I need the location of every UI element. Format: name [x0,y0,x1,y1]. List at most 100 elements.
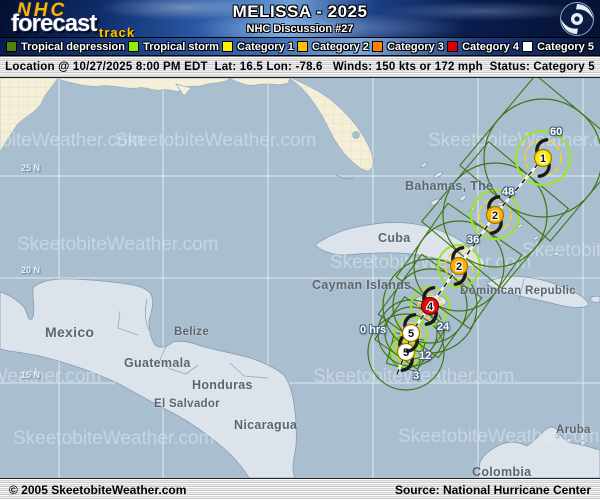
legend-swatch [128,41,140,52]
storm-symbol-category-2 [449,246,469,286]
watermark-text: SkeetobiteWeather.com [330,252,531,273]
forecast-hour-label: 12 [419,350,432,362]
place-label-cayman-islands: Cayman Islands [312,278,412,292]
legend-item: Tropical storm [128,41,219,53]
legend-swatch [6,41,17,52]
place-label-mexico: Mexico [45,324,95,340]
place-label-dominican-republic: Dominican Republic [460,285,576,297]
forecast-hour-label: 0 hrs [360,324,387,336]
place-label-nicaragua: Nicaragua [234,418,298,432]
legend-swatch [372,41,384,52]
lake-okeechobee [352,131,360,139]
svg-text:5: 5 [403,347,409,359]
hurricane-icon [559,1,595,37]
legend-label: Category 1 [237,40,294,53]
forecast-hour-label: 24 [437,321,450,333]
legend-label: Category 3 [387,40,444,53]
land-cuba [315,222,486,267]
land-hispaniola [486,275,590,309]
latitude-label: 25 N [21,163,41,173]
footer-bar: © 2005 SkeetobiteWeather.com Source: Nat… [0,478,600,500]
watermark-text: SkeetobiteWeather.com [0,130,143,151]
storm-symbol-category-4 [420,286,440,326]
watermark-layer: SkeetobiteWeather.comSkeetobiteWeather.c… [0,130,600,449]
land-layer [0,78,600,478]
land-puerto-rico [589,295,600,303]
source-text: Source: National Hurricane Center [394,482,591,497]
land-mexico-central-america [0,278,297,478]
logo-forecast-text: forecast [11,10,97,37]
legend-label: Category 2 [312,40,369,53]
status-bar: Location @ 10/27/2025 8:00 PM EDT Lat: 1… [0,56,600,78]
nhc-forecast-track-logo: NHC forecast track [0,0,160,38]
watermark-text: SkeetobiteWeather.com [522,240,600,261]
svg-text:1: 1 [540,153,546,165]
logo-nhc-text: NHC [17,0,68,21]
place-label-honduras: Honduras [192,378,253,392]
legend-swatch [222,41,234,52]
legend-item: Category 1 [222,41,294,53]
legend-label: Tropical storm [143,40,219,53]
place-label-belize: Belize [174,326,210,338]
storm-symbol-category-5 [396,332,416,372]
legend-item: Category 3 [372,41,444,53]
place-label-colombia: Colombia [472,465,532,478]
land-florida-panhandle [231,78,291,86]
legend-label: Tropical depression [21,40,125,53]
place-label-bahamas-the: Bahamas, The [405,179,494,193]
forecast-hour-label: 3 [413,370,420,382]
storm-symbol-category-5 [401,313,421,353]
land-south-america [477,426,600,478]
legend-label: Category 5 [537,40,594,53]
category-legend: Tropical depression Tropical storm Categor… [0,38,600,56]
forecast-map: SkeetobiteWeather.comSkeetobiteWeather.c… [0,78,600,478]
advisory-subtitle: NHC Discussion #27 [246,23,354,35]
legend-label: Category 4 [462,40,519,53]
land-mississippi-delta [175,83,192,97]
country-borders [117,278,525,379]
legend-item: Category 5 [522,41,594,53]
forecast-hour-label: 36 [467,234,480,246]
svg-text:4: 4 [427,301,434,313]
watermark-text: SkeetobiteWeather.com [17,234,218,255]
place-label-el-salvador: El Salvador [154,398,220,410]
copyright-text: © 2005 SkeetobiteWeather.com [9,482,187,497]
legend-swatch [447,41,459,52]
place-label-cuba: Cuba [378,231,411,245]
watermark-text: SkeetobiteWeather.com [398,426,599,447]
watermark-text: SkeetobiteWeather.com [428,130,600,151]
legend-swatch [522,41,534,52]
place-label-aruba: Aruba [556,424,591,436]
title-block: MELISSA - 2025 NHC Discussion #27 [233,2,368,35]
logo-track-text: track [99,25,136,38]
cayman-islands-dots [349,285,369,291]
svg-text:2: 2 [492,210,498,222]
watermark-text: SkeetobiteWeather.com [313,366,514,387]
watermark-text: SkeetobiteWeather.com [13,428,214,449]
watermark-text: SkeetobiteWeather.com [0,366,101,387]
latitude-label: 20 N [21,265,41,275]
place-label-guatemala: Guatemala [124,356,191,370]
storm-symbol-category-1 [533,138,553,178]
svg-text:2: 2 [456,261,462,273]
florida-keys [335,174,355,180]
storm-symbol-category-2 [485,195,505,235]
graticule-grid [0,78,600,478]
land-gulf-coast [59,78,231,92]
status-bar-text: Location @ 10/27/2025 8:00 PM EDT Lat: 1… [5,61,595,73]
storm-symbols: 5 5 4 2 2 1 [396,138,553,372]
legend-item: Category 2 [297,41,369,53]
forecast-hour-label: 48 [502,186,515,198]
forecast-hour-label: 60 [550,126,563,138]
bahamas-islands [420,162,560,257]
legend-item: Category 4 [447,41,519,53]
header: NHC forecast track MELISSA - 2025 NHC Di… [0,0,600,38]
aruba-curacao-dots [554,433,586,446]
legend-item: Tropical depression [6,41,125,53]
storm-title: MELISSA - 2025 [232,2,368,21]
svg-text:5: 5 [408,328,414,340]
legend-swatch [297,41,309,52]
watermark-text: SkeetobiteWeather.com [115,130,316,151]
latitude-label: 15 N [21,370,41,380]
